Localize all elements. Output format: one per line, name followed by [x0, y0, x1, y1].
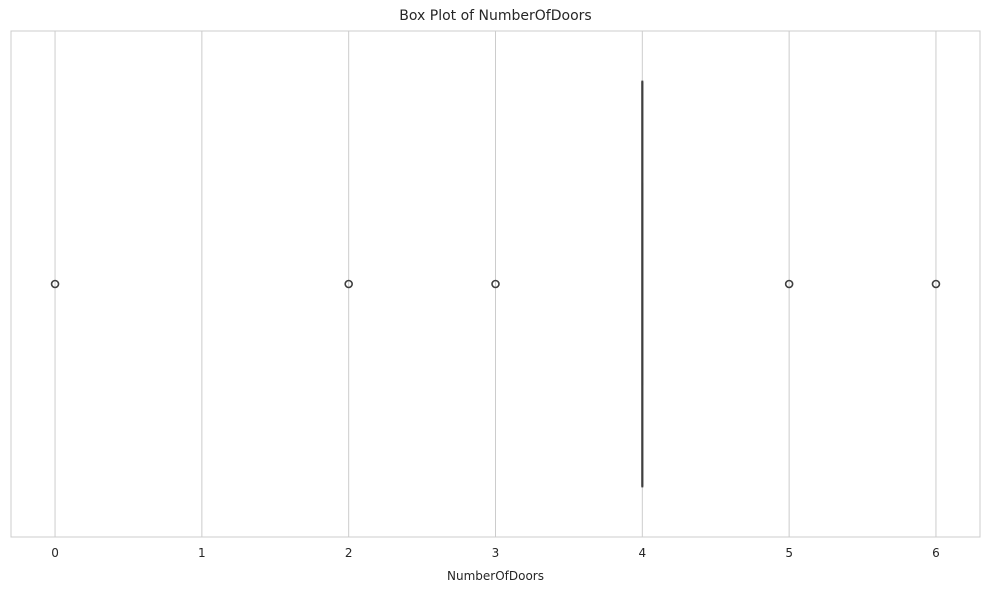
- x-tick-label: 6: [932, 546, 940, 560]
- x-tick-label: 5: [785, 546, 793, 560]
- outlier-point: [931, 279, 941, 289]
- x-tick-label: 1: [198, 546, 206, 560]
- outlier-point: [344, 279, 353, 289]
- grid-lines: [54, 31, 937, 537]
- x-tick-label: 4: [638, 546, 646, 560]
- chart-title: Box Plot of NumberOfDoors: [399, 8, 591, 24]
- outlier-point: [784, 279, 794, 289]
- outlier-point: [491, 279, 500, 289]
- outliers-layer: [50, 279, 941, 289]
- x-tick-label: 3: [492, 546, 500, 560]
- x-axis-label: NumberOfDoors: [447, 569, 544, 583]
- x-tick-label: 0: [51, 546, 59, 560]
- plot-area-frame: [10, 30, 981, 538]
- x-tick-labels: 0 1 2 3 4 5 6: [51, 546, 940, 560]
- x-tick-label: 2: [345, 546, 353, 560]
- outlier-point: [50, 279, 60, 289]
